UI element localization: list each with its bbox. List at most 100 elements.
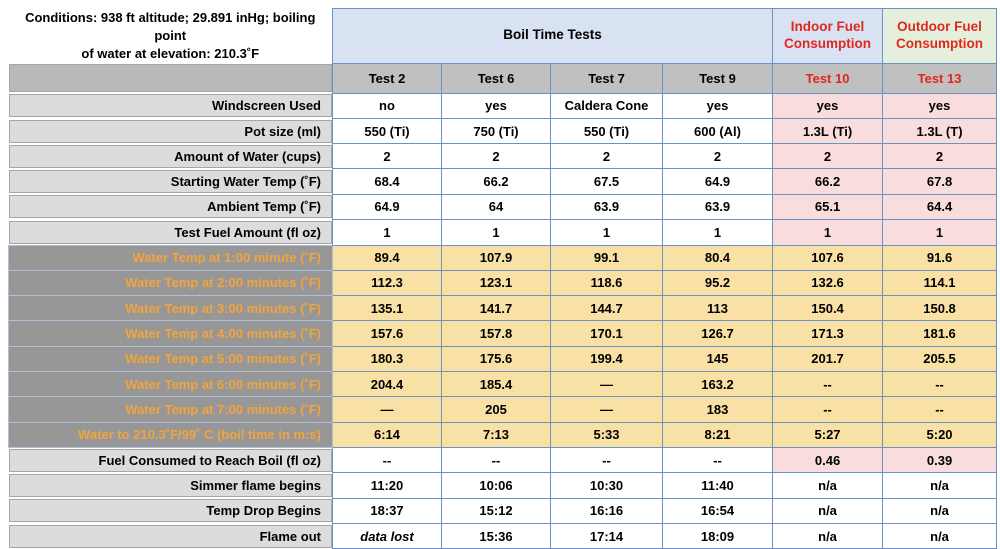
row-label: Simmer flame begins — [8, 472, 333, 499]
table-cell: -- — [550, 446, 663, 474]
table-cell: 150.4 — [772, 295, 884, 322]
test-column-header-test2: Test 2 — [332, 62, 442, 94]
row-label: Water Temp at 6:00 minutes (˚F) — [8, 371, 333, 398]
row-label: Amount of Water (cups) — [8, 143, 333, 169]
table-cell: 10:06 — [441, 472, 551, 499]
row-label: Fuel Consumed to Reach Boil (fl oz) — [8, 447, 333, 473]
table-cell: 144.7 — [550, 295, 663, 322]
row-label: Water Temp at 7:00 minutes (˚F) — [8, 396, 333, 423]
table-cell: 183 — [661, 396, 774, 423]
table-cell: 64.9 — [661, 168, 774, 195]
table-cell: 132.6 — [772, 269, 884, 297]
row-label-text: Flame out — [8, 524, 332, 548]
table-cell: 2 — [882, 143, 998, 170]
table-cell: 64.4 — [882, 193, 998, 221]
table-cell: 150.8 — [882, 295, 998, 322]
table-cell: data lost — [332, 523, 442, 549]
row-label-text: Simmer flame begins — [8, 474, 332, 498]
table-row: Water Temp at 1:00 minute (˚F) 89.4 107.9 9… — [8, 244, 998, 271]
table-cell: Caldera Cone — [550, 92, 663, 119]
table-row: Flame out data lost 15:36 17:14 18:09 n/a n/a — [8, 523, 998, 549]
conditions-cell: Conditions: 938 ft altitude; 29.891 inHg… — [8, 8, 333, 64]
table-cell: -- — [661, 446, 774, 474]
table-cell: 91.6 — [882, 244, 998, 271]
table-row: Simmer flame begins 11:20 10:06 10:30 11:40 n… — [8, 472, 998, 499]
row-label-text: Temp Drop Begins — [8, 499, 332, 523]
table-cell: 145 — [661, 345, 774, 373]
table-cell: -- — [882, 396, 998, 423]
conditions-line1: Conditions: 938 ft altitude; 29.891 inHg… — [25, 9, 316, 43]
row-label: Starting Water Temp (˚F) — [8, 168, 333, 195]
table-cell: 80.4 — [661, 244, 774, 271]
table-cell: 66.2 — [441, 168, 551, 195]
row-label: Pot size (ml) — [8, 118, 333, 144]
table-cell: 15:12 — [441, 497, 551, 525]
table-row: Test Fuel Amount (fl oz) 1 1 1 1 1 1 — [8, 219, 998, 246]
table-cell: 5:27 — [772, 421, 884, 448]
table-row: Pot size (ml) 550 (Ti) 750 (Ti) 550 (Ti) 600… — [8, 117, 998, 145]
table-cell: 99.1 — [550, 244, 663, 271]
table-cell: n/a — [772, 523, 884, 549]
table-cell: 180.3 — [332, 345, 442, 373]
table-cell: 107.9 — [441, 244, 551, 271]
row-label: Water Temp at 2:00 minutes (˚F) — [8, 269, 333, 297]
table-row: Fuel Consumed to Reach Boil (fl oz) -- -- -… — [8, 446, 998, 474]
table-cell: 66.2 — [772, 168, 884, 195]
row-label: Water to 210.3˚F/99˚ C (boil time in m:s… — [8, 421, 333, 448]
row-label: Windscreen Used — [8, 93, 333, 119]
table-cell: 1 — [332, 219, 442, 246]
table-cell: 1 — [882, 219, 998, 246]
boil-test-results-table: Conditions: 938 ft altitude; 29.891 inHg… — [8, 8, 998, 549]
test-column-header-test13: Test 13 — [882, 62, 998, 94]
row-label-text: Starting Water Temp (˚F) — [8, 170, 332, 194]
table-cell: 1 — [441, 219, 551, 246]
table-cell: 135.1 — [332, 295, 442, 322]
table-cell: 205.5 — [882, 345, 998, 373]
table-cell: yes — [772, 92, 884, 119]
table-cell: 185.4 — [441, 371, 551, 398]
table-row: Water to 210.3˚F/99˚ C (boil time in m:s… — [8, 421, 998, 448]
table-cell: 63.9 — [661, 193, 774, 221]
table-cell: 67.8 — [882, 168, 998, 195]
table-cell: 141.7 — [441, 295, 551, 322]
table-cell: 16:54 — [661, 497, 774, 525]
table-cell: n/a — [772, 497, 884, 525]
table-cell: 11:20 — [332, 472, 442, 499]
row-label: Temp Drop Begins — [8, 498, 333, 524]
table-cell: — — [332, 396, 442, 423]
table-cell: 2 — [772, 143, 884, 170]
table-row: Water Temp at 2:00 minutes (˚F) 112.3 123.… — [8, 269, 998, 297]
table-cell: 7:13 — [441, 421, 551, 448]
table-row: Water Temp at 7:00 minutes (˚F) —205—183-… — [8, 396, 998, 423]
test-column-header-test10: Test 10 — [772, 62, 884, 94]
table-cell: 2 — [661, 143, 774, 170]
table-cell: yes — [661, 92, 774, 119]
table-cell: n/a — [772, 472, 884, 499]
table-cell: 89.4 — [332, 244, 442, 271]
table-cell: — — [550, 371, 663, 398]
row-label: Water Temp at 5:00 minutes (˚F) — [8, 345, 333, 373]
table-cell: -- — [441, 446, 551, 474]
table-cell: yes — [882, 92, 998, 119]
table-cell: 1 — [772, 219, 884, 246]
table-cell: 199.4 — [550, 345, 663, 373]
table-cell: 1 — [661, 219, 774, 246]
table-cell: n/a — [882, 497, 998, 525]
table-row: Water Temp at 5:00 minutes (˚F) 180.3 175.… — [8, 345, 998, 373]
test-column-header-test6: Test 6 — [441, 62, 551, 94]
row-label: Water Temp at 4:00 minutes (˚F) — [8, 320, 333, 347]
table-cell: 114.1 — [882, 269, 998, 297]
table-cell: 112.3 — [332, 269, 442, 297]
row-label: Test Fuel Amount (fl oz) — [8, 219, 333, 246]
table-row: Ambient Temp (˚F) 64.9 64 63.9 63.9 65.1 64.4 — [8, 193, 998, 221]
table-cell: 600 (Al) — [661, 117, 774, 145]
table-cell: 204.4 — [332, 371, 442, 398]
table-cell: 16:16 — [550, 497, 663, 525]
table-cell: no — [332, 92, 442, 119]
table-cell: 1 — [550, 219, 663, 246]
table-cell: 550 (Ti) — [550, 117, 663, 145]
table-cell: -- — [772, 396, 884, 423]
table-cell: 15:36 — [441, 523, 551, 549]
empty-header-bar — [8, 64, 332, 93]
row-label-text: Ambient Temp (˚F) — [8, 195, 332, 219]
